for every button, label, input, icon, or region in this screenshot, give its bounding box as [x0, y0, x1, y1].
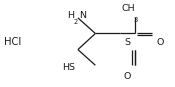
Text: HCl: HCl	[4, 37, 21, 47]
Text: 2: 2	[74, 19, 78, 25]
Text: O: O	[124, 72, 131, 81]
Text: CH: CH	[121, 4, 135, 13]
Text: O: O	[157, 38, 164, 47]
Text: S: S	[124, 38, 130, 47]
Text: HS: HS	[62, 63, 75, 72]
Text: 3: 3	[133, 17, 137, 23]
Text: H: H	[67, 11, 74, 20]
Text: N: N	[79, 11, 86, 20]
